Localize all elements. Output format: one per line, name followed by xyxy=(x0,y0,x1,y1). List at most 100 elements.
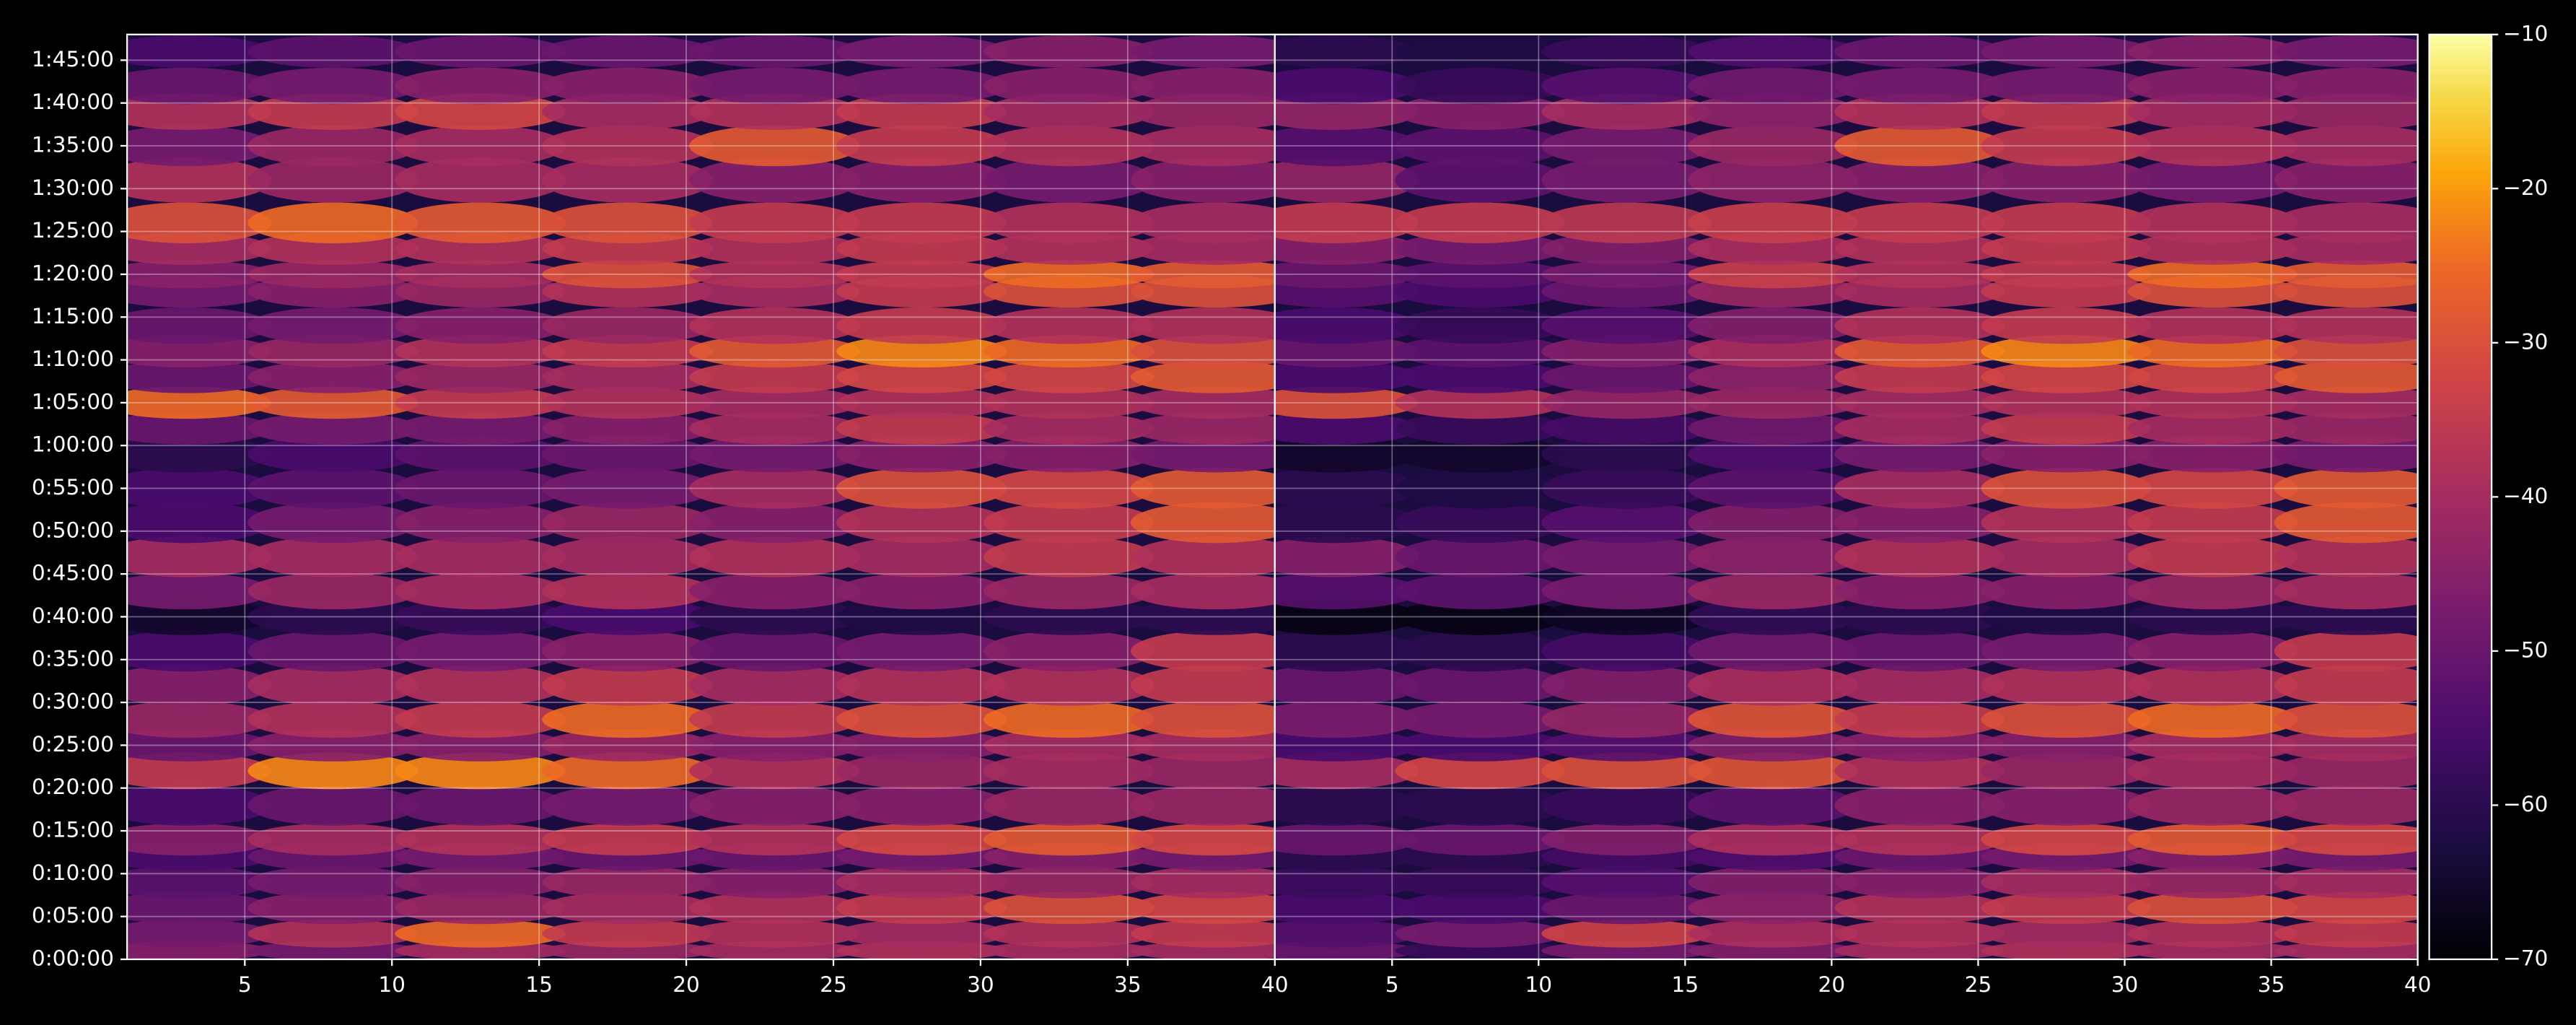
x-tick-label: 5 xyxy=(1385,972,1399,997)
heatmap-cell xyxy=(1834,785,2005,826)
heatmap-cell xyxy=(1688,598,1858,635)
heatmap-cell xyxy=(1541,865,1712,899)
heatmap-cell xyxy=(983,412,1155,445)
heatmap-cell xyxy=(1688,35,1858,68)
heatmap-cell xyxy=(395,665,566,706)
heatmap-cell xyxy=(1274,468,1419,509)
heatmap-cell xyxy=(1130,502,1275,544)
heatmap-cell xyxy=(542,35,713,68)
heatmap-cell xyxy=(1981,67,2152,105)
colorbar-tick-label: −50 xyxy=(2503,637,2548,662)
heatmap-cell xyxy=(836,752,1007,790)
heatmap-cell xyxy=(1274,823,1419,856)
heatmap-cell xyxy=(127,125,271,167)
colorbar-tick-label: −40 xyxy=(2503,484,2548,508)
heatmap-cell xyxy=(1395,729,1565,762)
y-tick-label: 0:40:00 xyxy=(32,603,114,628)
heatmap-cell xyxy=(2274,307,2418,344)
heatmap-cell xyxy=(395,701,566,738)
heatmap-cell xyxy=(1130,335,1275,368)
heatmap-cell xyxy=(1834,125,2005,167)
heatmap-cell xyxy=(395,502,566,544)
heatmap-cell xyxy=(1834,386,2005,419)
heatmap-cell xyxy=(1834,260,2005,289)
heatmap-cell xyxy=(983,630,1155,672)
heatmap-cell xyxy=(1834,665,2005,706)
heatmap-cell xyxy=(983,360,1155,393)
heatmap-cell xyxy=(1274,785,1419,826)
heatmap-cell xyxy=(1688,93,1858,130)
heatmap-cell xyxy=(1130,386,1275,419)
heatmap-cell xyxy=(395,93,566,130)
heatmap-cell xyxy=(983,572,1155,610)
heatmap-cell xyxy=(689,412,860,445)
heatmap-cell xyxy=(1274,572,1419,610)
heatmap-cell xyxy=(1688,386,1858,419)
heatmap-cell xyxy=(2274,785,2418,826)
heatmap-cell xyxy=(1130,412,1275,445)
heatmap-cell xyxy=(1688,752,1858,790)
colorbar xyxy=(2428,33,2493,961)
heatmap-cell xyxy=(127,67,271,105)
y-tick-label: 1:30:00 xyxy=(32,175,114,200)
heatmap-cell xyxy=(542,865,713,899)
heatmap-cell xyxy=(836,665,1007,706)
heatmap-cell xyxy=(1395,307,1565,344)
heatmap-cell xyxy=(247,865,419,899)
y-tick-label: 0:55:00 xyxy=(32,475,114,500)
heatmap-cell xyxy=(983,665,1155,706)
heatmap-cell xyxy=(689,536,860,577)
heatmap-cell xyxy=(247,572,419,610)
heatmap-cell xyxy=(1834,891,2005,925)
heatmap-cell xyxy=(1541,202,1712,244)
heatmap-cell xyxy=(395,598,566,635)
heatmap-cell xyxy=(542,360,713,393)
heatmap-cell xyxy=(1541,502,1712,544)
heatmap-cell xyxy=(1541,630,1712,672)
y-tick-label: 1:00:00 xyxy=(32,432,114,457)
heatmap-cell xyxy=(1395,435,1565,473)
heatmap-cell xyxy=(1834,360,2005,393)
heatmap-cell xyxy=(1395,785,1565,826)
heatmap-cell xyxy=(247,729,419,762)
heatmap-cell xyxy=(247,891,419,925)
colorbar-tick-label: −10 xyxy=(2503,21,2548,45)
heatmap-cell xyxy=(1541,125,1712,167)
heatmap-cell xyxy=(1688,701,1858,738)
heatmap-cell xyxy=(2274,35,2418,68)
y-tick-label: 0:45:00 xyxy=(32,561,114,585)
heatmap-cell xyxy=(689,202,860,244)
x-tick-label: 35 xyxy=(1114,972,1142,997)
heatmap-cell xyxy=(247,536,419,577)
x-tick-label: 30 xyxy=(967,972,994,997)
heatmap-cell xyxy=(689,823,860,856)
heatmap-cell xyxy=(983,386,1155,419)
heatmap-cell xyxy=(542,468,713,509)
heatmap-cell xyxy=(1541,665,1712,706)
heatmap-cell xyxy=(2127,435,2298,473)
heatmap-cell xyxy=(1981,157,2152,203)
heatmap-cell xyxy=(542,891,713,925)
x-tick-label: 40 xyxy=(1261,972,1289,997)
heatmap-cell xyxy=(983,435,1155,473)
heatmap-cell xyxy=(983,35,1155,68)
heatmap-cell xyxy=(1541,920,1712,948)
heatmap-cell xyxy=(1274,360,1419,393)
heatmap-cell xyxy=(1395,536,1565,577)
heatmap-cell xyxy=(1274,260,1419,289)
heatmap-cell xyxy=(1395,202,1565,244)
heatmap-cell xyxy=(1274,157,1419,203)
y-tick-label: 1:40:00 xyxy=(32,90,114,114)
heatmap-cell xyxy=(542,729,713,762)
heatmap-cell xyxy=(2274,823,2418,856)
heatmap-cell xyxy=(1274,536,1419,577)
heatmap-cell xyxy=(1274,920,1419,948)
heatmap-cell xyxy=(2127,386,2298,419)
heatmap-cell xyxy=(1981,598,2152,635)
x-tick-label: 20 xyxy=(1818,972,1846,997)
heatmap-cell xyxy=(1834,572,2005,610)
heatmap-cell xyxy=(689,598,860,635)
heatmap-cell xyxy=(1981,752,2152,790)
y-tick-label: 1:05:00 xyxy=(32,389,114,414)
heatmap-cell xyxy=(1130,202,1275,244)
